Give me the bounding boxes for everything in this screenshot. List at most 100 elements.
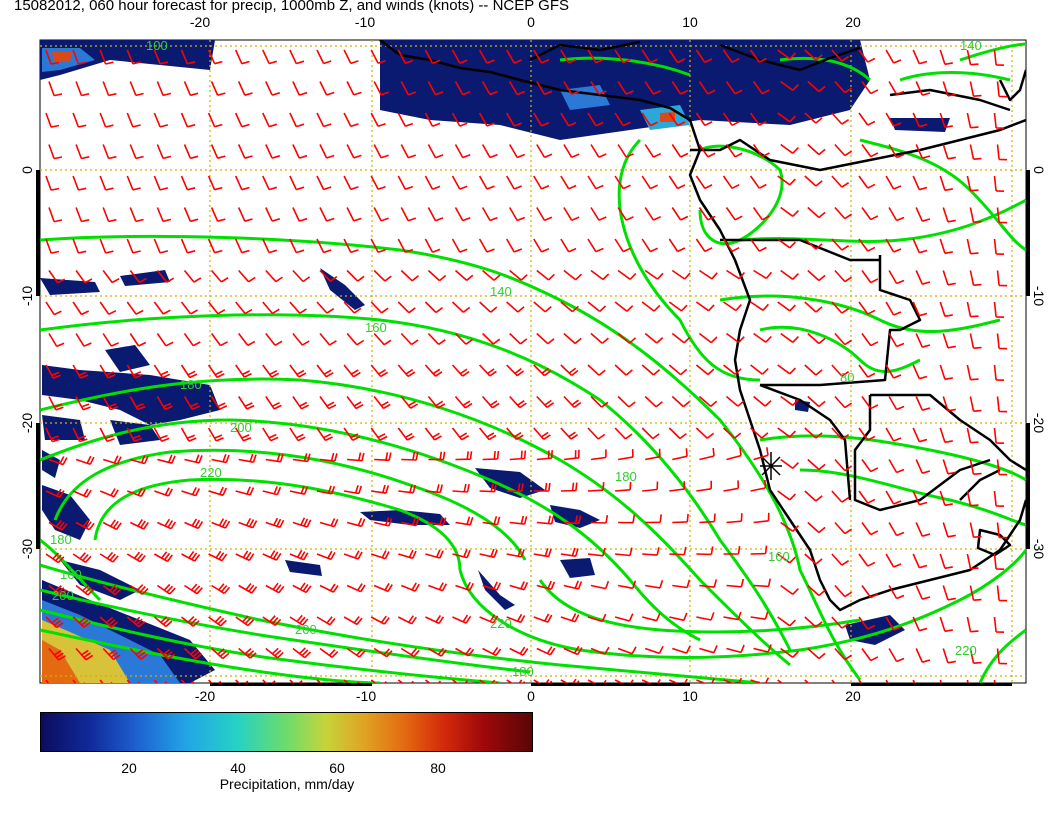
wind-barb: [993, 49, 1005, 66]
wind-barb: [780, 143, 799, 154]
wind-barb: [262, 112, 278, 128]
wind-barb: [780, 521, 799, 532]
wind-barb: [533, 238, 550, 253]
wind-barb: [695, 364, 715, 376]
wind-barb: [479, 548, 498, 559]
wind-barb: [319, 269, 338, 282]
wind-barb: [99, 616, 119, 628]
wind-barb: [153, 364, 171, 379]
wind-barb: [156, 647, 175, 660]
wind-barb: [671, 144, 689, 158]
wind-barb: [153, 49, 169, 65]
wind-barb: [996, 522, 1008, 539]
wind-barb: [807, 143, 826, 156]
wind-barb: [455, 647, 475, 657]
wind-barb: [265, 453, 284, 463]
wind-barb: [834, 395, 853, 409]
wind-barb: [966, 427, 979, 444]
wind-barb: [641, 678, 661, 683]
wind-barb: [614, 613, 634, 622]
wind-barb: [316, 175, 332, 191]
wind-barbs-layer: [45, 49, 1008, 683]
lon-label-top: -20: [190, 14, 210, 30]
wind-barb: [912, 238, 928, 254]
wind-barb: [777, 553, 796, 564]
wind-barb: [370, 615, 390, 625]
wind-barb: [373, 144, 389, 159]
wind-barb: [262, 550, 282, 561]
wind-barb: [560, 547, 579, 557]
wind-barb: [807, 458, 826, 471]
wind-barb: [319, 452, 338, 462]
wind-barb: [560, 678, 580, 683]
wind-barb: [289, 301, 307, 314]
wind-barb: [45, 175, 60, 191]
wind-barb: [319, 396, 337, 410]
wind-barb: [777, 364, 796, 375]
wind-barb: [969, 396, 982, 412]
wind-barb: [861, 522, 879, 536]
wind-barb: [99, 49, 114, 65]
wind-barb: [45, 427, 61, 443]
wind-barb: [858, 553, 876, 567]
wind-barb: [129, 270, 147, 284]
wind-barb: [370, 427, 388, 441]
wind-barb: [237, 207, 253, 222]
wind-barb: [777, 112, 796, 123]
wind-barb: [668, 112, 686, 127]
wind-barb: [563, 395, 582, 408]
lat-label-left: -10: [19, 286, 35, 306]
wind-barb: [292, 207, 308, 222]
wind-barb: [424, 112, 441, 127]
wind-barb: [184, 583, 203, 595]
lon-label-top: 10: [682, 14, 698, 30]
wind-barb: [672, 448, 688, 461]
wind-barb: [238, 396, 255, 410]
wind-barb: [536, 81, 553, 96]
wind-barb: [563, 449, 580, 461]
wind-barb: [398, 549, 417, 560]
wind-barb: [993, 427, 1005, 444]
wind-barb: [831, 301, 850, 314]
wind-barb: [265, 582, 285, 594]
wind-barb: [343, 616, 363, 626]
wind-barb: [780, 80, 799, 91]
wind-barb: [536, 646, 556, 656]
wind-barb: [912, 427, 928, 443]
wind-barb: [942, 81, 956, 97]
wind-barb: [888, 585, 905, 600]
wind-barb: [831, 49, 850, 62]
wind-barb: [479, 679, 499, 683]
wind-barb: [563, 515, 582, 525]
wind-barb: [509, 581, 529, 591]
contour-label: 160: [768, 549, 790, 564]
wind-barb: [834, 458, 853, 472]
wind-barb: [804, 553, 823, 565]
wind-barb: [939, 238, 953, 255]
wind-barb: [807, 395, 826, 408]
wind-barb: [912, 616, 928, 632]
wind-barb: [915, 648, 931, 663]
lat-label-left: 0: [19, 166, 35, 174]
lon-label-bottom: -20: [195, 688, 215, 704]
wind-barb: [807, 584, 826, 597]
wind-barb: [238, 518, 258, 529]
wind-barb: [644, 645, 664, 655]
wind-barb: [672, 645, 691, 654]
wind-barb: [183, 333, 201, 347]
wind-barb: [370, 550, 390, 560]
wind-barb: [451, 364, 470, 377]
contour-label: 200: [52, 588, 74, 603]
lon-label-bottom: 0: [527, 688, 535, 704]
wind-barb: [506, 175, 522, 190]
wind-barb: [509, 450, 527, 461]
wind-barb: [912, 301, 928, 317]
wind-barb: [587, 679, 607, 683]
wind-barb: [885, 238, 902, 253]
wind-barb: [644, 269, 664, 280]
wind-barb: [885, 427, 902, 442]
wind-barb: [343, 49, 359, 65]
wind-barb: [234, 49, 250, 65]
wind-barb: [939, 49, 953, 66]
wind-barb: [482, 269, 501, 281]
